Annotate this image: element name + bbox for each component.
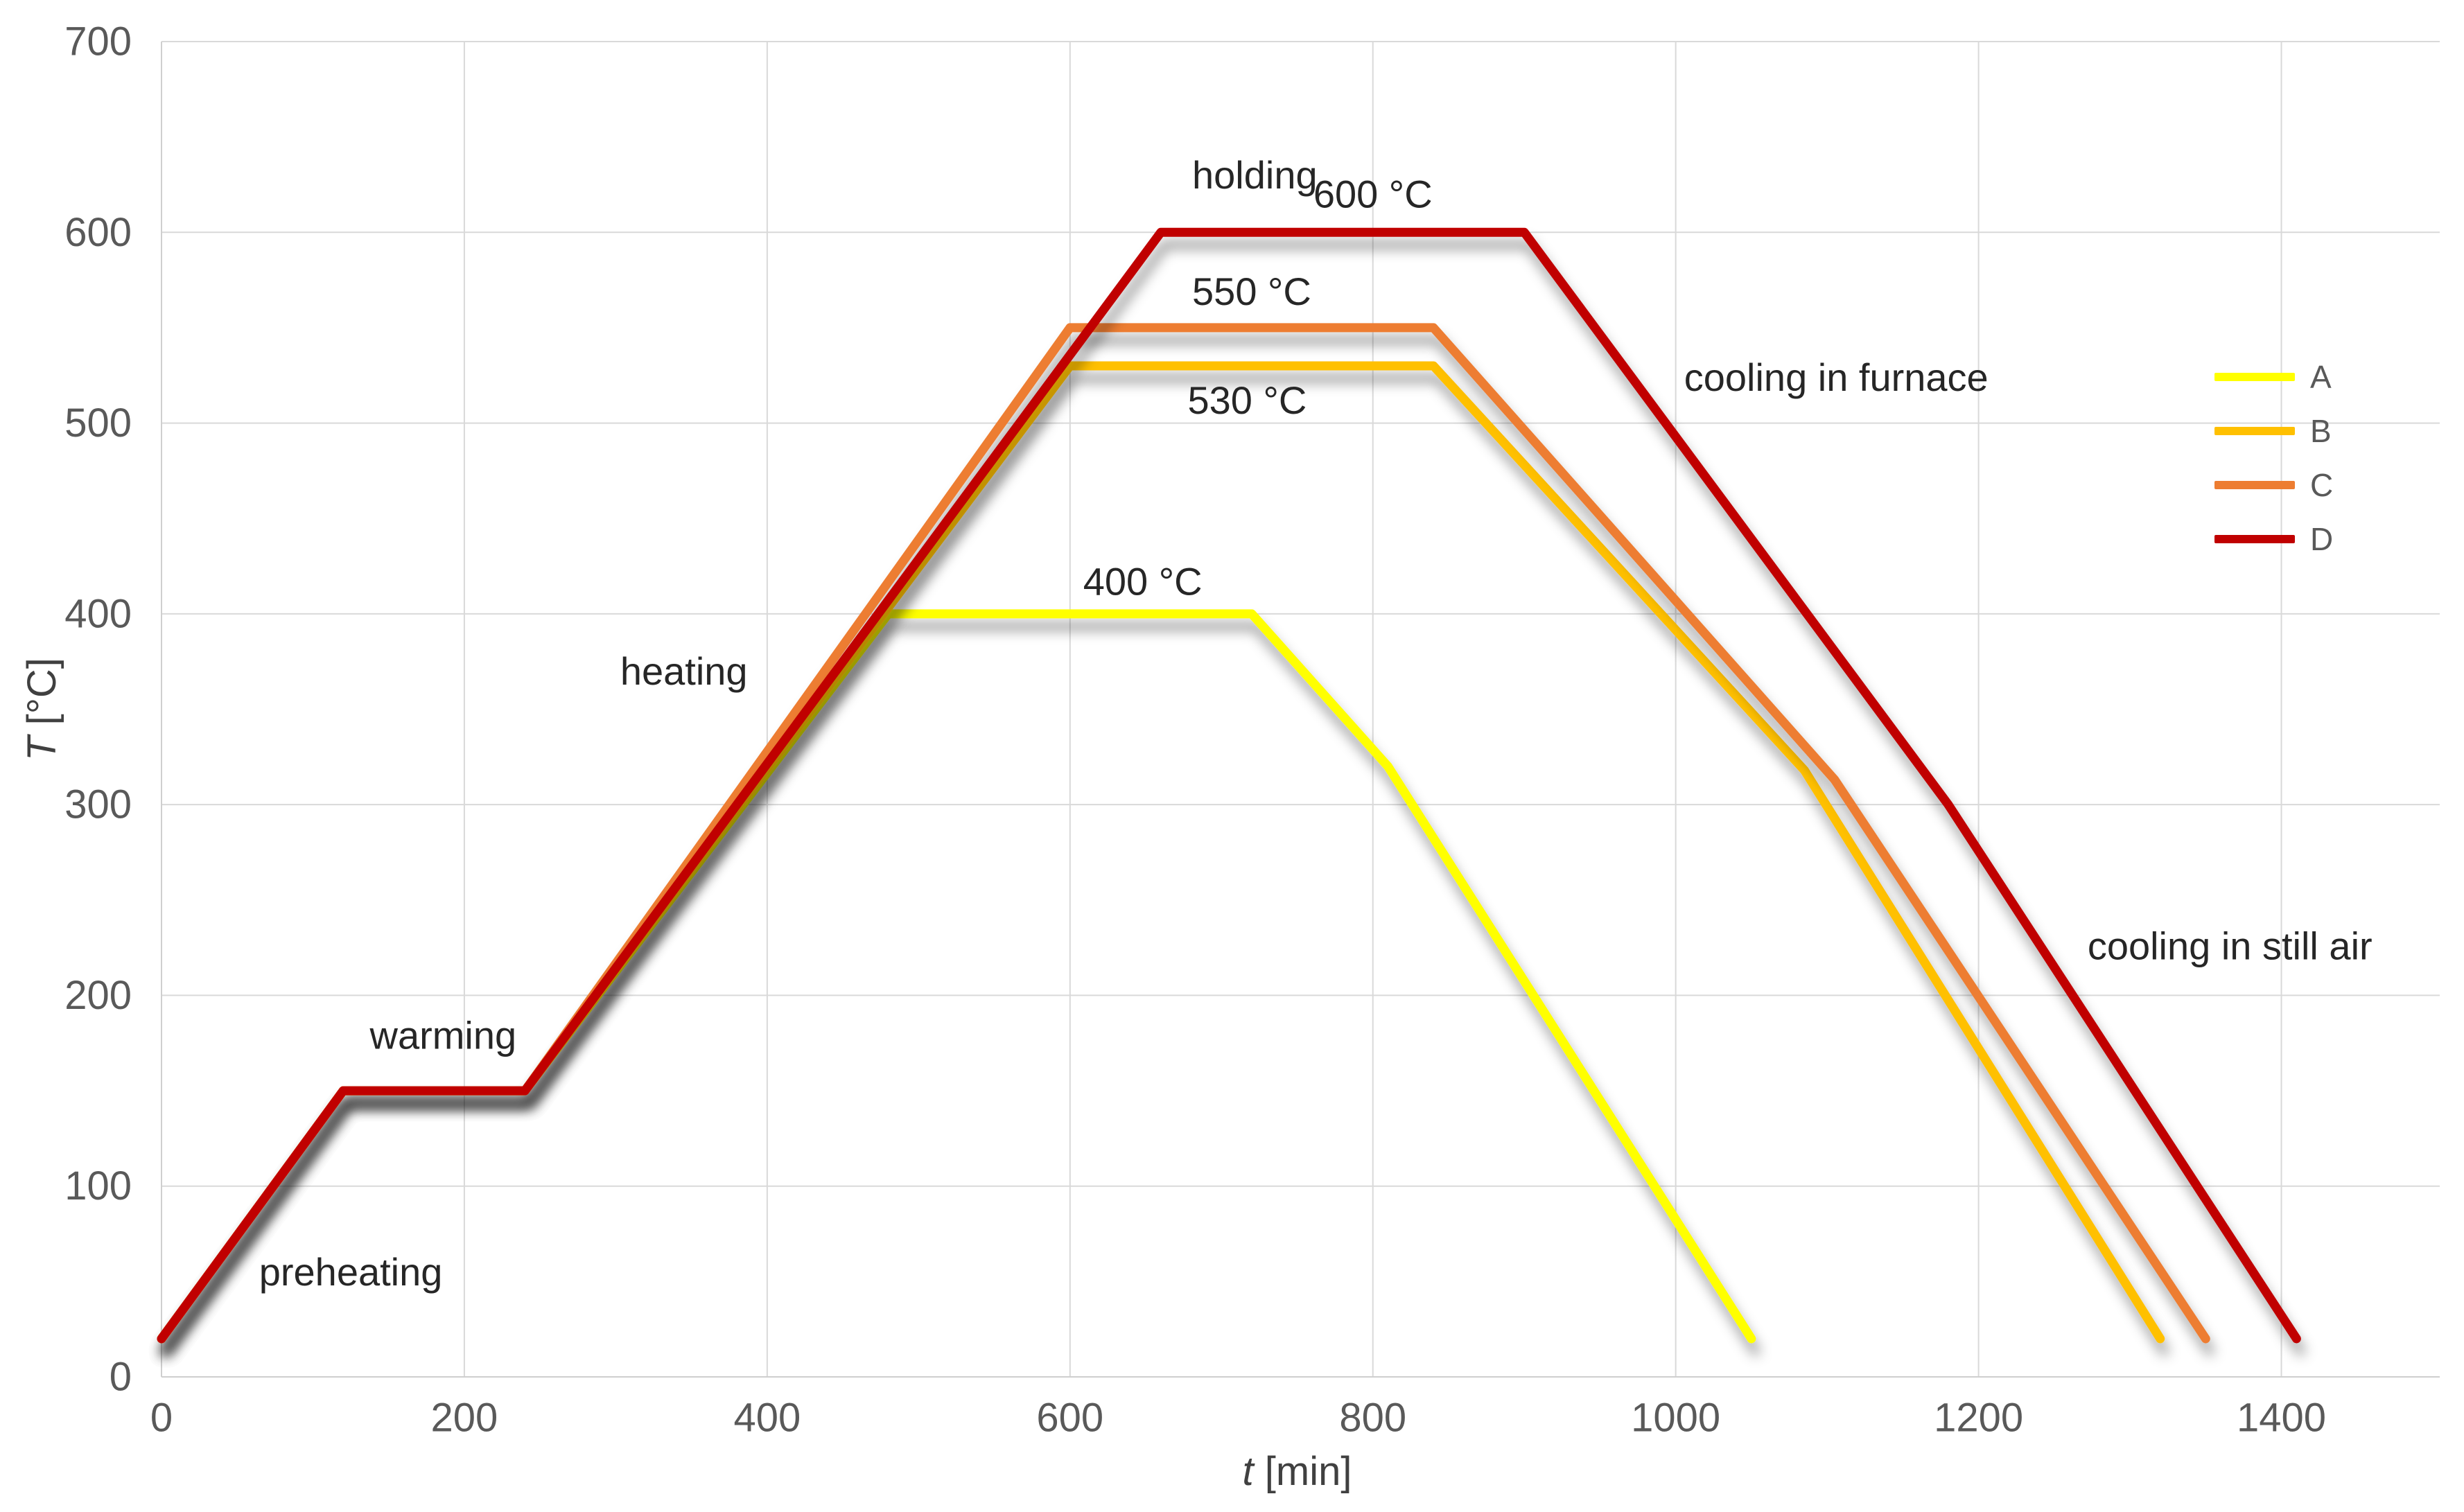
annotation-530-c: 530 °C [1187,378,1307,422]
annotation-400-c: 400 °C [1083,560,1203,604]
y-tick-label-200: 200 [64,973,132,1018]
x-tick-label-1400: 1400 [2237,1396,2326,1441]
annotation-preheating: preheating [259,1250,443,1294]
annotation-cooling-in-still-air: cooling in still air [2088,924,2373,967]
y-tick-label-100: 100 [64,1163,132,1208]
chart-legend: A B C D [2214,356,2333,572]
legend-label-d: D [2310,521,2334,557]
series-line-A [157,609,1756,1344]
x-tick-label-600: 600 [1036,1396,1103,1441]
legend-label-c: C [2310,467,2334,503]
y-axis-title: T [°C] [19,658,64,761]
x-tick-label-0: 0 [150,1396,173,1441]
gridlines [161,41,2440,1378]
tick-labels: 0 100 200 300 400 500 600 700 0 200 400 600 800 1000 1… [64,19,2326,1441]
annotation-600-c: 600 °C [1313,173,1433,216]
series-line-D [157,227,2301,1344]
legend-entry-c: C [2214,464,2333,506]
legend-swatch-c [2214,481,2295,489]
x-axis-title: t [min] [1243,1449,1352,1494]
annotation-heating: heating [620,649,748,693]
legend-swatch-d [2214,535,2295,543]
x-tick-label-200: 200 [431,1396,498,1441]
legend-entry-d: D [2214,518,2333,560]
y-tick-label-300: 300 [64,782,132,827]
series-line-B [157,361,2165,1344]
legend-entry-a: A [2214,356,2333,398]
y-tick-label-600: 600 [64,210,132,255]
annotation-cooling-in-furnace: cooling in furnace [1684,355,1989,399]
axes [161,42,2440,1378]
series-lines [157,227,2301,1344]
x-tick-label-400: 400 [733,1396,801,1441]
annotation-550-c: 550 °C [1192,270,1311,313]
y-tick-label-0: 0 [110,1355,132,1400]
legend-swatch-a [2214,373,2295,381]
series-line-C [157,323,2210,1344]
legend-label-b: B [2310,413,2332,449]
legend-entry-b: B [2214,410,2333,452]
y-tick-label-700: 700 [64,19,132,64]
x-tick-label-800: 800 [1339,1396,1406,1441]
x-tick-label-1200: 1200 [1934,1396,2023,1441]
annotation-warming: warming [369,1014,517,1057]
x-tick-label-1000: 1000 [1631,1396,1720,1441]
legend-swatch-b [2214,427,2295,435]
y-tick-label-500: 500 [64,401,132,446]
legend-label-a: A [2310,359,2332,395]
y-tick-label-400: 400 [64,591,132,636]
axis-titles: T [°C] t [min] [19,658,1352,1493]
annotation-holding: holding [1192,153,1318,197]
